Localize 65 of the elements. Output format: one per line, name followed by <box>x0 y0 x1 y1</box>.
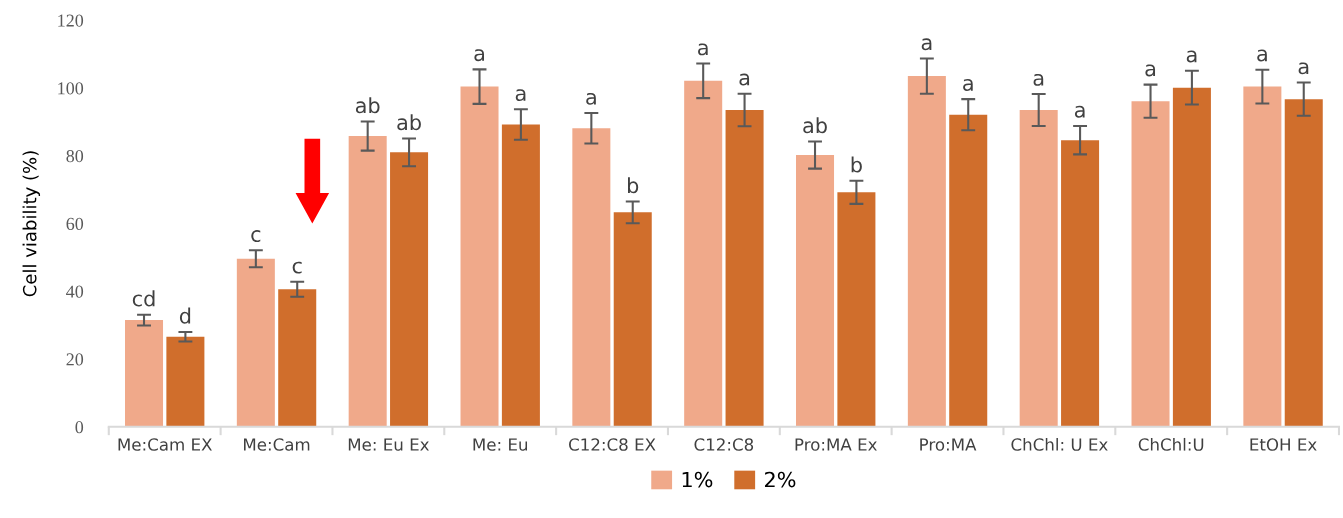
bar <box>1061 140 1100 427</box>
bar <box>1019 110 1058 427</box>
y-axis-title: Cell viability (%) <box>22 151 41 297</box>
y-tick-label: 20 <box>66 353 84 366</box>
data-label: a <box>1298 62 1309 75</box>
data-label: a <box>474 49 485 62</box>
data-label: a <box>1074 105 1085 118</box>
bar <box>684 80 723 427</box>
data-label: cd <box>132 290 155 307</box>
bar <box>1243 86 1282 427</box>
x-tick-label: Me:Cam EX <box>118 438 212 451</box>
bar <box>125 320 164 427</box>
bar <box>796 155 835 427</box>
bar <box>236 258 275 427</box>
bar <box>725 110 764 427</box>
data-label: ab <box>355 97 380 114</box>
data-label: a <box>515 89 526 102</box>
x-tick-label: ChChl: U Ex <box>1011 437 1108 451</box>
x-tick-label: Pro:MA <box>920 438 977 451</box>
data-label: a <box>1033 73 1044 86</box>
y-tick-label: 80 <box>66 150 84 163</box>
x-tick-label: Pro:MA Ex <box>795 438 877 451</box>
bar <box>1131 101 1170 427</box>
data-label: b <box>628 177 639 194</box>
bar <box>348 136 387 427</box>
y-tick-label: 120 <box>58 14 84 27</box>
data-label: a <box>1257 49 1267 62</box>
y-tick-label: 60 <box>66 217 84 230</box>
bar <box>572 128 611 427</box>
bar <box>166 336 205 427</box>
bar <box>460 86 499 427</box>
bar <box>949 114 988 427</box>
x-tick-label: Me: Eu Ex <box>348 438 429 451</box>
bar <box>1172 87 1211 427</box>
x-tick-label: Me: Eu <box>473 438 528 451</box>
data-label: c <box>251 230 261 243</box>
x-tick-label: C12:C8 EX <box>569 438 656 451</box>
y-tick-label: 0 <box>75 421 84 434</box>
y-tick-label: 40 <box>66 285 84 298</box>
data-label: a <box>698 43 708 56</box>
bar <box>837 192 876 427</box>
y-tick-label: 100 <box>58 82 84 95</box>
bar <box>278 289 317 427</box>
data-label: a <box>963 78 973 91</box>
data-label: ab <box>803 117 827 134</box>
bar <box>613 212 652 427</box>
bar <box>907 76 946 427</box>
data-label: a <box>1145 64 1156 77</box>
x-tick-label: ChChl:U <box>1138 437 1204 451</box>
data-label: ab <box>397 114 421 131</box>
data-label: c <box>292 261 302 274</box>
x-tick-label: Me:Cam <box>244 438 310 451</box>
x-tick-label: EtOH Ex <box>1250 438 1317 451</box>
data-label: a <box>1186 50 1197 63</box>
legend-label: 2% <box>764 471 796 488</box>
legend-label: 1% <box>682 471 713 488</box>
bar <box>390 152 429 427</box>
data-label: d <box>179 307 191 324</box>
data-label: a <box>739 73 750 86</box>
data-label: b <box>851 156 862 173</box>
data-label: a <box>921 38 932 51</box>
x-tick-label: C12:C8 <box>694 438 754 451</box>
data-label: a <box>586 92 596 105</box>
bar <box>1284 99 1323 427</box>
bar <box>501 124 540 427</box>
